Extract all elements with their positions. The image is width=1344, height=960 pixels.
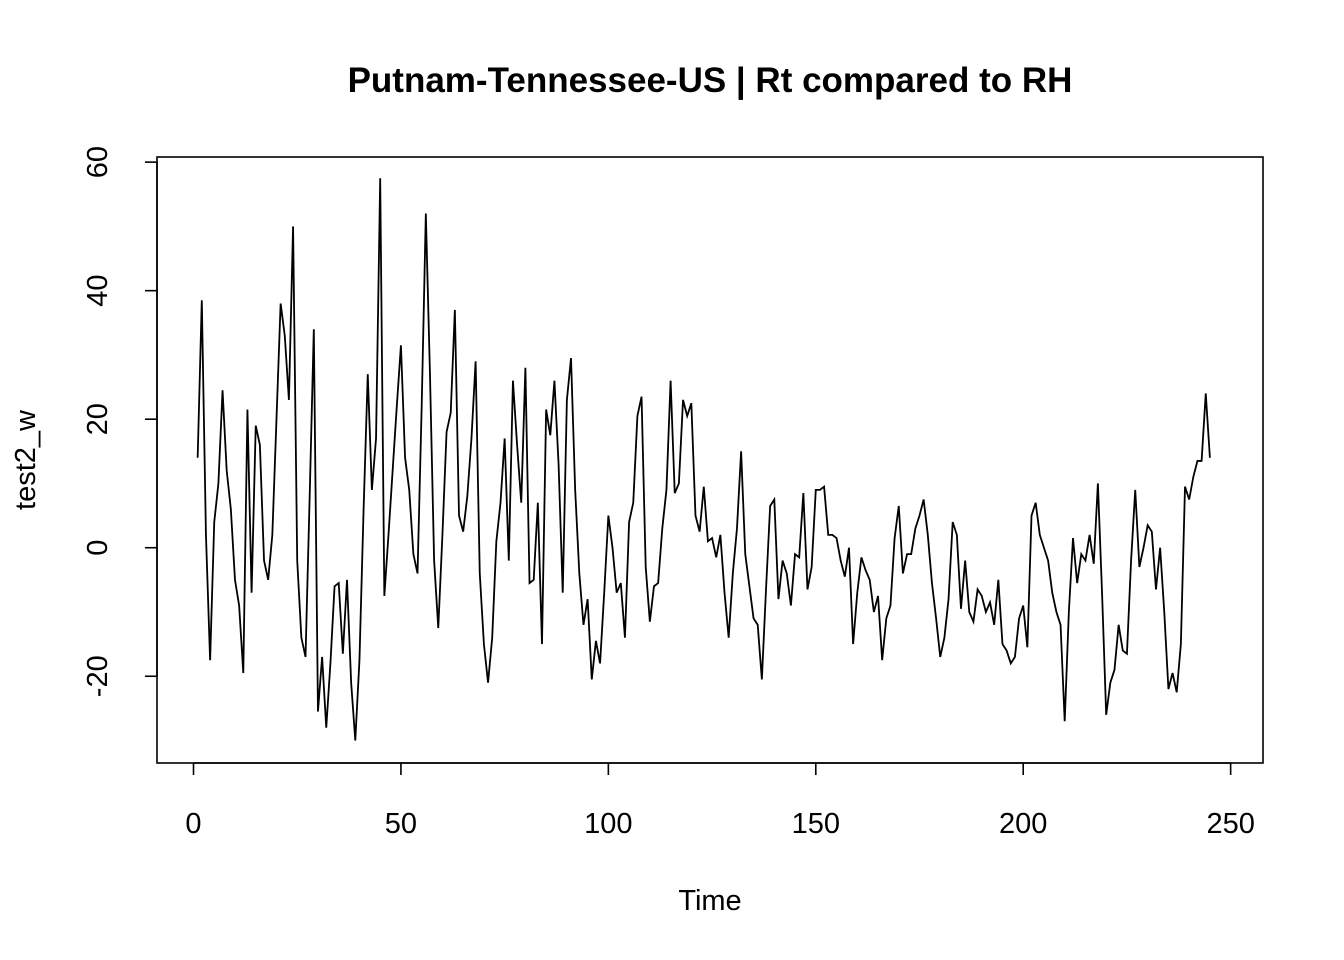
x-tick-label: 200: [999, 808, 1047, 840]
y-tick-label: 40: [82, 275, 114, 307]
y-axis: -20 0 20 40 60: [82, 146, 158, 697]
series-line: [196, 178, 1211, 741]
x-tick-label: 250: [1206, 808, 1254, 840]
x-axis: 0 50 100 150 200 250: [185, 762, 1255, 840]
y-tick-label: 0: [82, 540, 114, 556]
x-tick-label: 50: [385, 808, 417, 840]
x-tick-label: 0: [185, 808, 201, 840]
x-tick-label: 100: [584, 808, 632, 840]
y-tick-label: 60: [82, 146, 114, 178]
x-tick-label: 150: [792, 808, 840, 840]
chart-title: Putnam-Tennessee-US | Rt compared to RH: [348, 61, 1073, 100]
series-layer: [196, 178, 1211, 741]
x-axis-label: Time: [678, 885, 741, 917]
y-tick-label: -20: [82, 655, 114, 697]
y-tick-label: 20: [82, 403, 114, 435]
y-axis-label: test2_w: [10, 409, 42, 510]
